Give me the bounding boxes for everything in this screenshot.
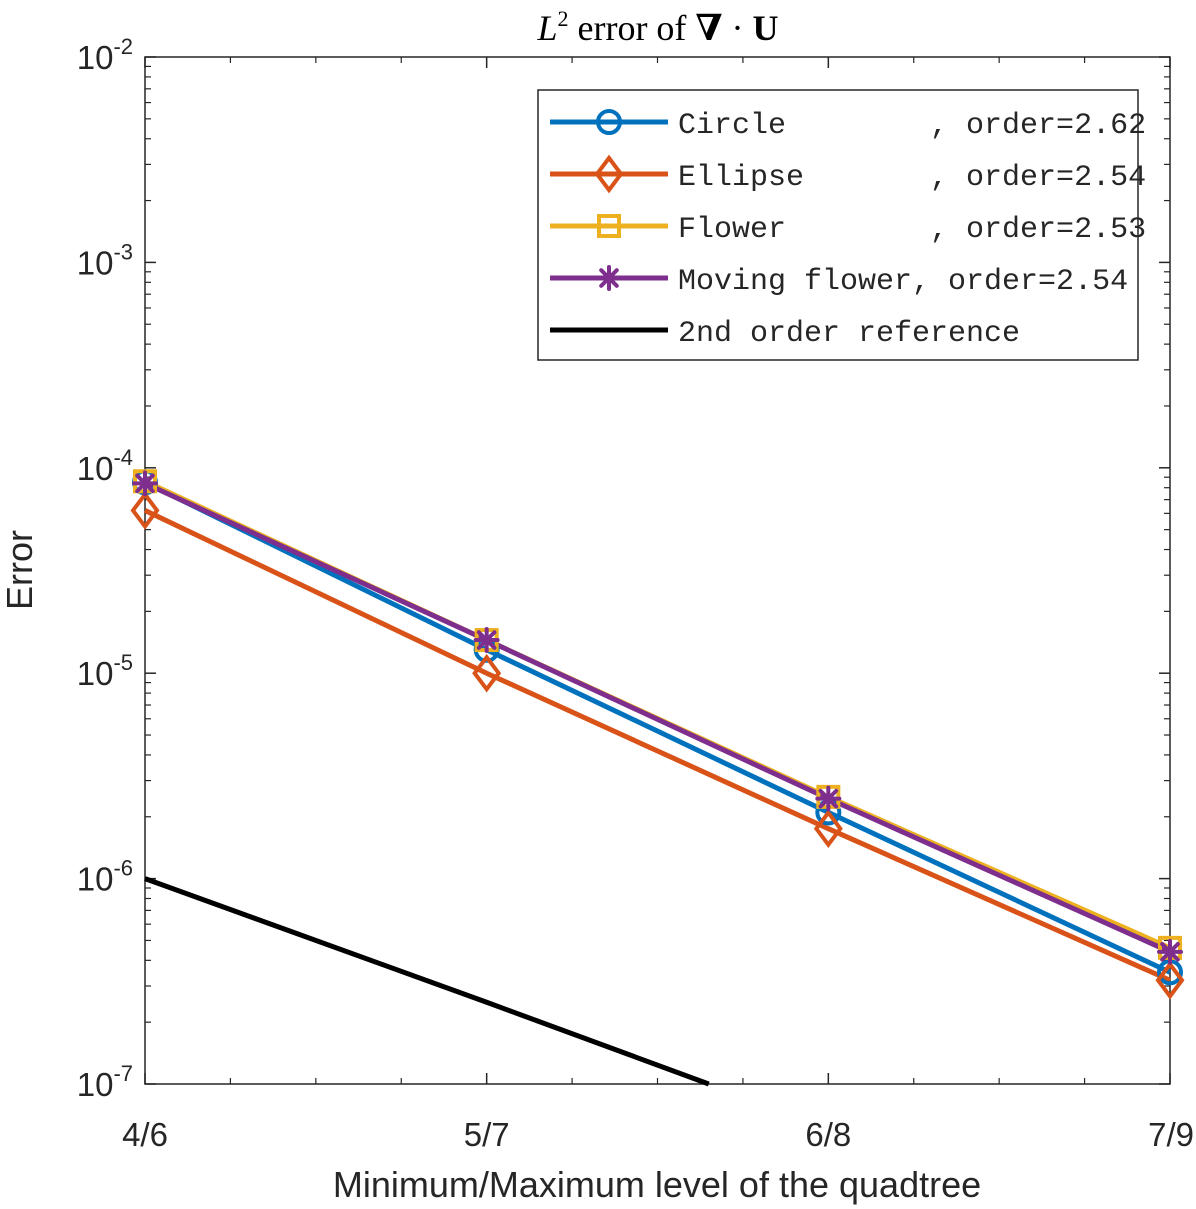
legend-label-moving-flower: Moving flower, order=2.54 (678, 265, 1128, 299)
data-point-ellipse (130, 491, 160, 530)
y-tick-label: 10-5 (77, 650, 133, 692)
y-tick-label: 10-2 (77, 34, 133, 76)
y-axis-label: Error (0, 530, 40, 610)
x-tick-labels: 4/6 5/7 6/8 7/9 (122, 1116, 1194, 1153)
legend-label-2nd-order-reference: 2nd order reference (678, 317, 1020, 351)
series-line-2nd-order-reference (144, 876, 710, 1087)
y-tick-labels: 10-7 10-6 10-5 10-4 10-3 10-2 (77, 34, 133, 1103)
y-tick-label: 10-7 (77, 1061, 133, 1103)
x-axis-label: Minimum/Maximum level of the quadtree (333, 1164, 981, 1205)
x-tick-label: 4/6 (122, 1116, 168, 1153)
data-point-moving-flower (815, 785, 842, 812)
y-tick-label: 10-3 (77, 239, 133, 281)
x-tick-label: 7/9 (1148, 1116, 1194, 1153)
legend: Circle , order=2.62 Ellipse , order=2.54 F… (537, 89, 1146, 361)
series-markers (130, 469, 1185, 1000)
legend-label-flower: Flower , order=2.53 (678, 213, 1146, 247)
data-point-ellipse (813, 809, 843, 849)
legend-marker-ellipse (594, 154, 624, 194)
legend-label-circle: Circle , order=2.62 (678, 109, 1146, 143)
x-tick-label: 6/8 (805, 1116, 851, 1153)
legend-marker-moving-flower (596, 265, 622, 291)
legend-marker-circle (596, 109, 622, 135)
data-point-ellipse (1155, 960, 1185, 1000)
chart-title: L2 error of ∇ · U (536, 6, 778, 48)
data-point-moving-flower (473, 627, 500, 654)
series-line-ellipse (143, 508, 1172, 983)
y-tick-label: 10-6 (77, 856, 133, 898)
series-line-moving-flower (143, 481, 1172, 955)
data-point-ellipse (472, 653, 502, 693)
legend-label-ellipse: Ellipse , order=2.54 (678, 161, 1146, 195)
x-tick-label: 5/7 (464, 1116, 510, 1153)
series-lines (143, 478, 1172, 1087)
y-tick-label: 10-4 (77, 445, 133, 487)
legend-marker-flower (597, 214, 621, 238)
data-point-moving-flower (1157, 938, 1183, 965)
data-point-moving-flower (132, 470, 158, 497)
series-line-circle (143, 480, 1172, 975)
